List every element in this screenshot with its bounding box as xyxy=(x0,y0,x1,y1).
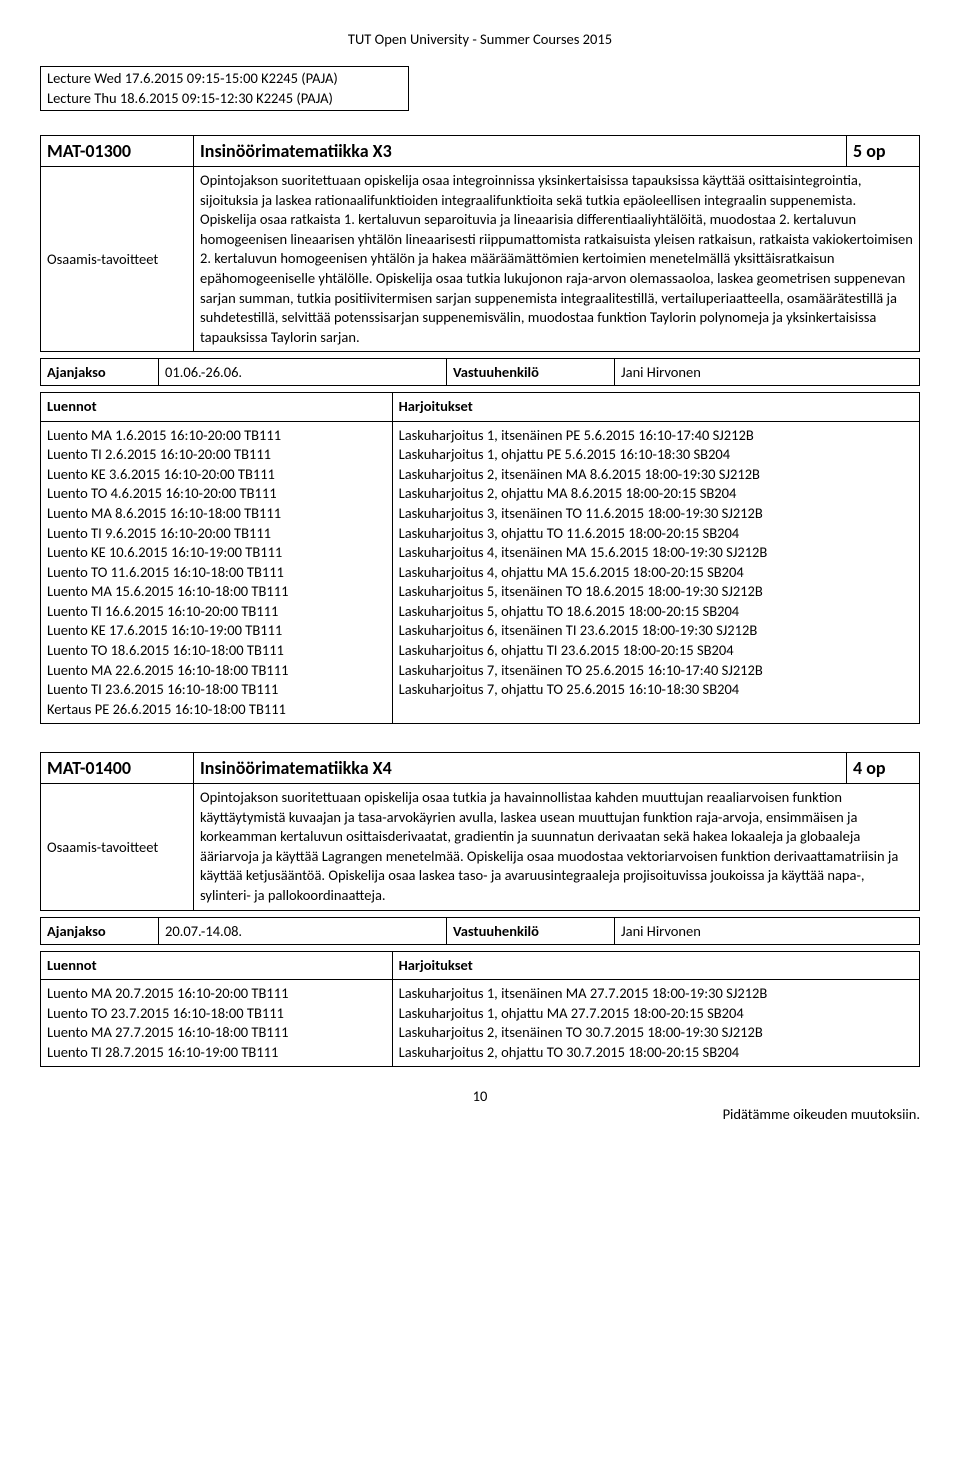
goals-text: Opintojakson suoritettuaan opiskelija os… xyxy=(194,167,920,352)
exercises-cell: Laskuharjoitus 1, itsenäinen MA 27.7.201… xyxy=(392,980,919,1067)
schedule-line: Laskuharjoitus 4, ohjattu MA 15.6.2015 1… xyxy=(399,563,913,583)
schedule-line: Laskuharjoitus 2, itsenäinen TO 30.7.201… xyxy=(399,1023,913,1043)
schedule-line: Luento TO 11.6.2015 16:10-18:00 TB111 xyxy=(47,563,386,583)
responsible-value: Jani Hirvonen xyxy=(615,917,920,944)
schedule-line: Luento KE 17.6.2015 16:10-19:00 TB111 xyxy=(47,621,386,641)
page-header: TUT Open University - Summer Courses 201… xyxy=(40,30,920,48)
period-label: Ajanjakso xyxy=(41,359,159,386)
goals-label: Osaamis-tavoitteet xyxy=(41,167,194,352)
responsible-label: Vastuuhenkilö xyxy=(447,917,615,944)
course-credits: 5 op xyxy=(847,136,920,167)
course-credits: 4 op xyxy=(847,753,920,784)
schedule-line: Laskuharjoitus 1, itsenäinen MA 27.7.201… xyxy=(399,984,913,1004)
responsible-label: Vastuuhenkilö xyxy=(447,359,615,386)
course-title: Insinöörimatematiikka X4 xyxy=(194,753,847,784)
course-title: Insinöörimatematiikka X3 xyxy=(194,136,847,167)
lectures-cell: Luento MA 1.6.2015 16:10-20:00 TB111Luen… xyxy=(41,421,393,723)
top-lecture-box: Lecture Wed 17.6.2015 09:15-15:00 K2245 … xyxy=(40,66,409,111)
schedule-line: Luento MA 8.6.2015 16:10-18:00 TB111 xyxy=(47,504,386,524)
schedule-line: Laskuharjoitus 1, ohjattu PE 5.6.2015 16… xyxy=(399,445,913,465)
course-header-table: MAT-01400 Insinöörimatematiikka X4 4 op … xyxy=(40,752,920,910)
exercises-header: Harjoitukset xyxy=(392,951,919,980)
schedule-line: Laskuharjoitus 5, itsenäinen TO 18.6.201… xyxy=(399,582,913,602)
schedule-line: Luento KE 3.6.2015 16:10-20:00 TB111 xyxy=(47,465,386,485)
schedule-line: Laskuharjoitus 1, ohjattu MA 27.7.2015 1… xyxy=(399,1004,913,1024)
period-value: 20.07.-14.08. xyxy=(159,917,447,944)
period-value: 01.06.-26.06. xyxy=(159,359,447,386)
page-footer: 10 Pidätämme oikeuden muutoksiin. xyxy=(40,1087,920,1123)
schedule-line: Luento KE 10.6.2015 16:10-19:00 TB111 xyxy=(47,543,386,563)
schedule-line: Luento MA 22.6.2015 16:10-18:00 TB111 xyxy=(47,661,386,681)
schedule-line: Laskuharjoitus 6, itsenäinen TI 23.6.201… xyxy=(399,621,913,641)
schedule-line: Laskuharjoitus 7, ohjattu TO 25.6.2015 1… xyxy=(399,680,913,700)
schedule-line: Laskuharjoitus 3, itsenäinen TO 11.6.201… xyxy=(399,504,913,524)
schedule-line: Luento MA 1.6.2015 16:10-20:00 TB111 xyxy=(47,426,386,446)
period-label: Ajanjakso xyxy=(41,917,159,944)
page-number: 10 xyxy=(40,1087,920,1105)
schedule-table: Luennot Harjoitukset Luento MA 1.6.2015 … xyxy=(40,392,920,724)
schedule-line: Luento TO 23.7.2015 16:10-18:00 TB111 xyxy=(47,1004,386,1024)
course-code: MAT-01400 xyxy=(41,753,194,784)
schedule-line: Kertaus PE 26.6.2015 16:10-18:00 TB111 xyxy=(47,700,386,720)
schedule-line: Laskuharjoitus 1, itsenäinen PE 5.6.2015… xyxy=(399,426,913,446)
schedule-line: Laskuharjoitus 4, itsenäinen MA 15.6.201… xyxy=(399,543,913,563)
schedule-line: Luento TI 23.6.2015 16:10-18:00 TB111 xyxy=(47,680,386,700)
schedule-line: Luento TI 28.7.2015 16:10-19:00 TB111 xyxy=(47,1043,386,1063)
lectures-header: Luennot xyxy=(41,393,393,422)
course-header-table: MAT-01300 Insinöörimatematiikka X3 5 op … xyxy=(40,135,920,352)
schedule-table: Luennot Harjoitukset Luento MA 20.7.2015… xyxy=(40,951,920,1068)
period-table: Ajanjakso 20.07.-14.08. Vastuuhenkilö Ja… xyxy=(40,917,920,945)
schedule-line: Luento TI 9.6.2015 16:10-20:00 TB111 xyxy=(47,524,386,544)
course-code: MAT-01300 xyxy=(41,136,194,167)
schedule-line: Luento MA 20.7.2015 16:10-20:00 TB111 xyxy=(47,984,386,1004)
schedule-line: Luento TO 18.6.2015 16:10-18:00 TB111 xyxy=(47,641,386,661)
schedule-line: Luento TI 2.6.2015 16:10-20:00 TB111 xyxy=(47,445,386,465)
schedule-line: Laskuharjoitus 2, ohjattu MA 8.6.2015 18… xyxy=(399,484,913,504)
period-table: Ajanjakso 01.06.-26.06. Vastuuhenkilö Ja… xyxy=(40,358,920,386)
schedule-line: Laskuharjoitus 5, ohjattu TO 18.6.2015 1… xyxy=(399,602,913,622)
top-box-line: Lecture Thu 18.6.2015 09:15-12:30 K2245 … xyxy=(47,89,402,109)
schedule-line: Laskuharjoitus 2, ohjattu TO 30.7.2015 1… xyxy=(399,1043,913,1063)
lectures-header: Luennot xyxy=(41,951,393,980)
exercises-cell: Laskuharjoitus 1, itsenäinen PE 5.6.2015… xyxy=(392,421,919,723)
schedule-line: Laskuharjoitus 2, itsenäinen MA 8.6.2015… xyxy=(399,465,913,485)
lectures-cell: Luento MA 20.7.2015 16:10-20:00 TB111Lue… xyxy=(41,980,393,1067)
exercises-header: Harjoitukset xyxy=(392,393,919,422)
schedule-line: Laskuharjoitus 7, itsenäinen TO 25.6.201… xyxy=(399,661,913,681)
schedule-line: Luento MA 27.7.2015 16:10-18:00 TB111 xyxy=(47,1023,386,1043)
goals-text: Opintojakson suoritettuaan opiskelija os… xyxy=(194,784,920,910)
goals-label: Osaamis-tavoitteet xyxy=(41,784,194,910)
schedule-line: Luento TO 4.6.2015 16:10-20:00 TB111 xyxy=(47,484,386,504)
schedule-line: Laskuharjoitus 6, ohjattu TI 23.6.2015 1… xyxy=(399,641,913,661)
schedule-line: Laskuharjoitus 3, ohjattu TO 11.6.2015 1… xyxy=(399,524,913,544)
responsible-value: Jani Hirvonen xyxy=(615,359,920,386)
schedule-line: Luento MA 15.6.2015 16:10-18:00 TB111 xyxy=(47,582,386,602)
schedule-line: Luento TI 16.6.2015 16:10-20:00 TB111 xyxy=(47,602,386,622)
top-box-line: Lecture Wed 17.6.2015 09:15-15:00 K2245 … xyxy=(47,69,402,89)
footer-note: Pidätämme oikeuden muutoksiin. xyxy=(40,1105,920,1123)
